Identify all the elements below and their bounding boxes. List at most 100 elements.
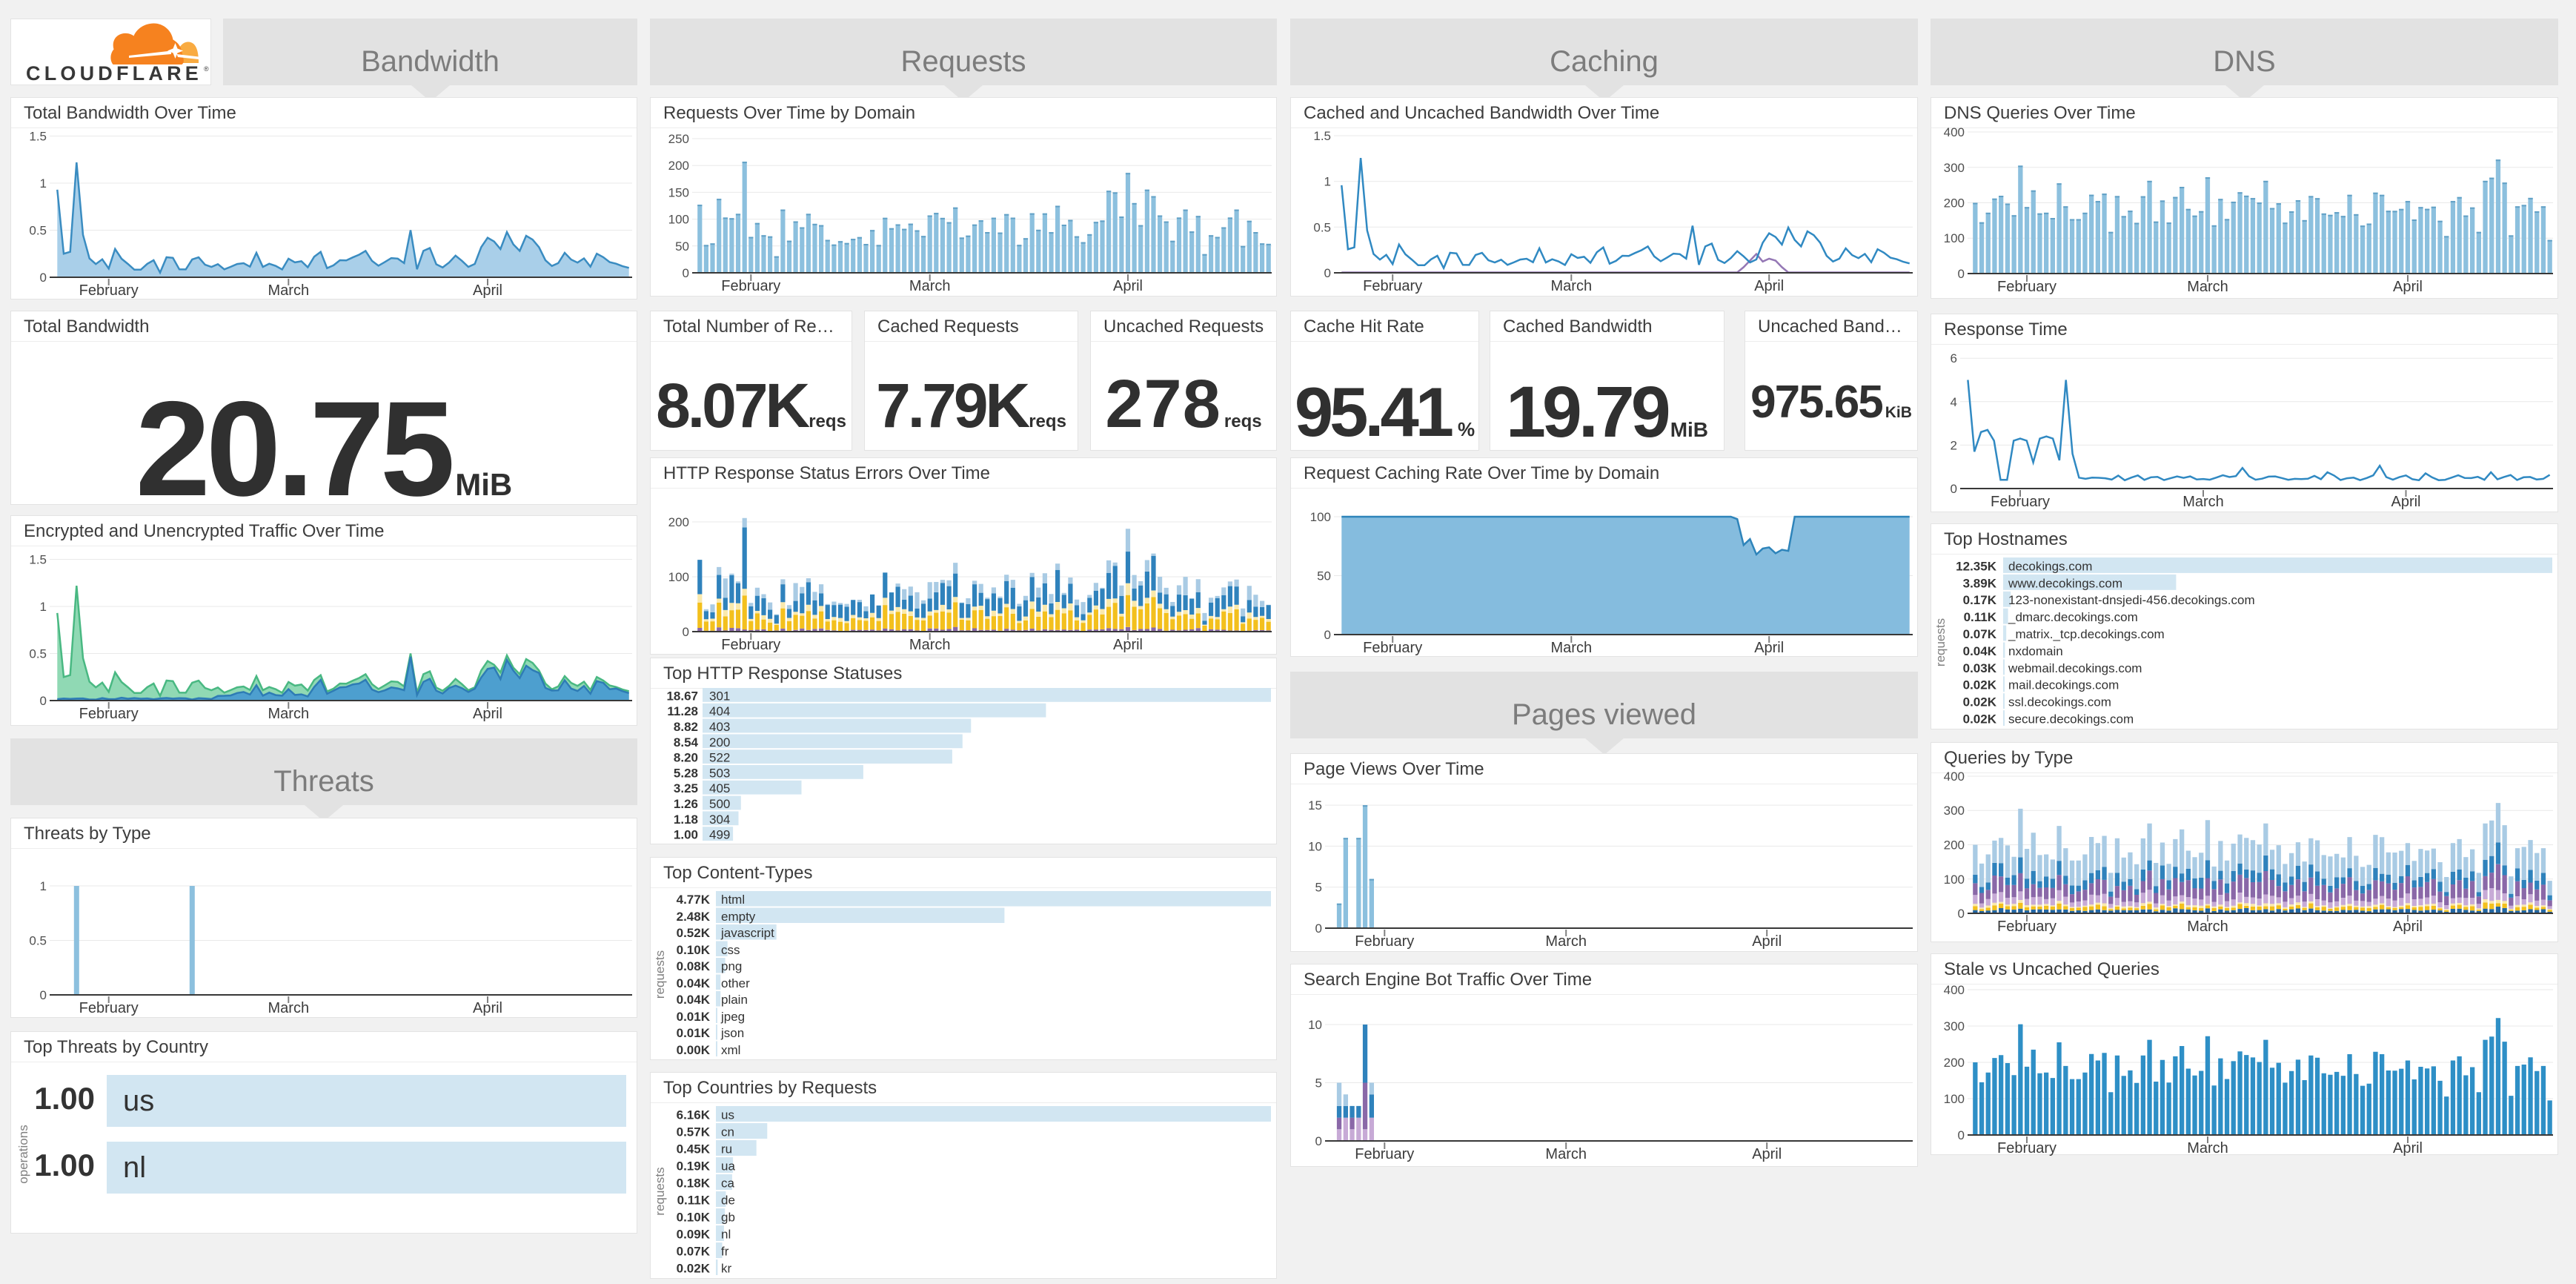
svg-text:100: 100 — [1944, 231, 1965, 245]
svg-text:0.02K: 0.02K — [1963, 695, 1997, 709]
svg-text:0: 0 — [1958, 907, 1965, 921]
svg-text:April: April — [2391, 494, 2420, 510]
svg-text:decokings.com: decokings.com — [2008, 559, 2092, 573]
svg-text:February: February — [721, 278, 780, 294]
svg-text:February: February — [79, 706, 139, 722]
svg-text:0.5: 0.5 — [29, 934, 47, 948]
svg-text:®: ® — [204, 65, 209, 73]
svg-text:xml: xml — [721, 1043, 740, 1057]
svg-text:0.02K: 0.02K — [677, 1262, 711, 1276]
svg-text:200: 200 — [1944, 838, 1965, 853]
svg-text:February: February — [721, 637, 780, 653]
svg-text:requests: requests — [653, 1167, 667, 1215]
svg-text:ru: ru — [721, 1142, 732, 1156]
svg-text:March: March — [268, 706, 310, 722]
svg-text:html: html — [721, 893, 745, 907]
svg-text:ua: ua — [721, 1159, 735, 1174]
svg-text:0: 0 — [40, 271, 47, 285]
svg-text:mail.decokings.com: mail.decokings.com — [2008, 678, 2119, 692]
svg-text:0.02K: 0.02K — [1963, 712, 1997, 727]
svg-text:10: 10 — [1308, 1018, 1322, 1032]
svg-text:February: February — [1991, 494, 2050, 510]
svg-text:0: 0 — [1324, 628, 1331, 642]
svg-text:1: 1 — [40, 879, 47, 893]
svg-text:February: February — [1997, 1140, 2057, 1156]
svg-text:_dmarc.decokings.com: _dmarc.decokings.com — [2008, 610, 2138, 624]
svg-text:1: 1 — [1324, 175, 1331, 189]
svg-text:February: February — [1997, 919, 2057, 935]
svg-text:April: April — [473, 706, 502, 722]
svg-text:500: 500 — [709, 797, 730, 811]
svg-text:javascript: javascript — [720, 926, 774, 940]
svg-text:100: 100 — [668, 213, 689, 227]
svg-text:0.04K: 0.04K — [677, 976, 711, 990]
svg-text:0.07K: 0.07K — [1963, 627, 1997, 641]
svg-text:gb: gb — [721, 1211, 735, 1225]
svg-text:0.03K: 0.03K — [1963, 661, 1997, 675]
svg-text:0: 0 — [1315, 1134, 1322, 1148]
svg-text:0.07K: 0.07K — [677, 1245, 711, 1259]
svg-text:March: March — [1551, 640, 1593, 656]
svg-text:300: 300 — [1944, 161, 1965, 175]
svg-text:0.11K: 0.11K — [1964, 610, 1997, 624]
svg-text:0: 0 — [1315, 921, 1322, 936]
svg-text:0.45K: 0.45K — [677, 1142, 711, 1156]
svg-text:0: 0 — [1951, 482, 1957, 496]
svg-text:0: 0 — [1958, 267, 1965, 281]
svg-text:April: April — [1754, 640, 1784, 656]
svg-text:0.09K: 0.09K — [677, 1228, 711, 1242]
svg-text:1: 1 — [40, 176, 47, 191]
svg-text:February: February — [1355, 1146, 1414, 1162]
svg-text:150: 150 — [668, 185, 689, 199]
svg-text:3.25: 3.25 — [674, 781, 698, 795]
svg-text:March: March — [2187, 279, 2228, 295]
svg-text:CLOUDFLARE: CLOUDFLARE — [26, 62, 202, 85]
svg-text:_matrix._tcp.decokings.com: _matrix._tcp.decokings.com — [2008, 627, 2165, 641]
svg-text:www.decokings.com: www.decokings.com — [2008, 576, 2122, 590]
svg-text:March: March — [909, 278, 951, 294]
svg-text:0: 0 — [40, 694, 47, 708]
svg-text:8.20: 8.20 — [674, 751, 698, 765]
svg-text:100: 100 — [1310, 510, 1331, 524]
svg-text:0.17K: 0.17K — [1963, 593, 1997, 607]
svg-text:cn: cn — [721, 1125, 734, 1139]
svg-text:April: April — [1752, 1146, 1782, 1162]
svg-text:March: March — [909, 637, 951, 653]
svg-text:0.19K: 0.19K — [677, 1159, 711, 1174]
svg-text:1.18: 1.18 — [674, 813, 698, 827]
svg-text:1: 1 — [40, 600, 47, 614]
svg-text:April: April — [473, 282, 502, 299]
svg-text:1.5: 1.5 — [29, 553, 47, 567]
svg-text:0.04K: 0.04K — [1963, 644, 1997, 658]
svg-text:11.28: 11.28 — [667, 704, 698, 718]
svg-text:15: 15 — [1308, 798, 1322, 813]
svg-text:301: 301 — [709, 689, 730, 703]
svg-text:February: February — [1363, 640, 1422, 656]
svg-text:April: April — [1754, 278, 1784, 294]
svg-text:1.5: 1.5 — [1313, 129, 1331, 143]
svg-text:March: March — [2182, 494, 2224, 510]
svg-text:5: 5 — [1315, 1076, 1322, 1091]
svg-text:200: 200 — [1944, 1056, 1965, 1070]
svg-text:March: March — [2187, 919, 2228, 935]
svg-text:100: 100 — [1944, 1092, 1965, 1106]
svg-text:nl: nl — [721, 1228, 731, 1242]
svg-text:5: 5 — [1315, 881, 1322, 895]
svg-text:1.00: 1.00 — [34, 1148, 95, 1182]
svg-text:6: 6 — [1951, 351, 1957, 365]
svg-text:300: 300 — [1944, 1019, 1965, 1033]
svg-text:0.5: 0.5 — [29, 224, 47, 238]
svg-text:300: 300 — [1944, 804, 1965, 818]
svg-text:0.10K: 0.10K — [677, 943, 711, 957]
svg-text:png: png — [721, 959, 742, 973]
svg-text:0.04K: 0.04K — [677, 993, 711, 1007]
svg-text:250: 250 — [668, 132, 689, 146]
svg-text:8.82: 8.82 — [674, 720, 698, 734]
svg-text:April: April — [1752, 933, 1782, 950]
svg-text:April: April — [1113, 278, 1143, 294]
svg-text:0.02K: 0.02K — [1963, 678, 1997, 692]
svg-text:nl: nl — [123, 1151, 146, 1184]
svg-text:March: March — [1551, 278, 1593, 294]
svg-text:0.01K: 0.01K — [677, 1026, 711, 1040]
svg-text:0.00K: 0.00K — [677, 1043, 711, 1057]
